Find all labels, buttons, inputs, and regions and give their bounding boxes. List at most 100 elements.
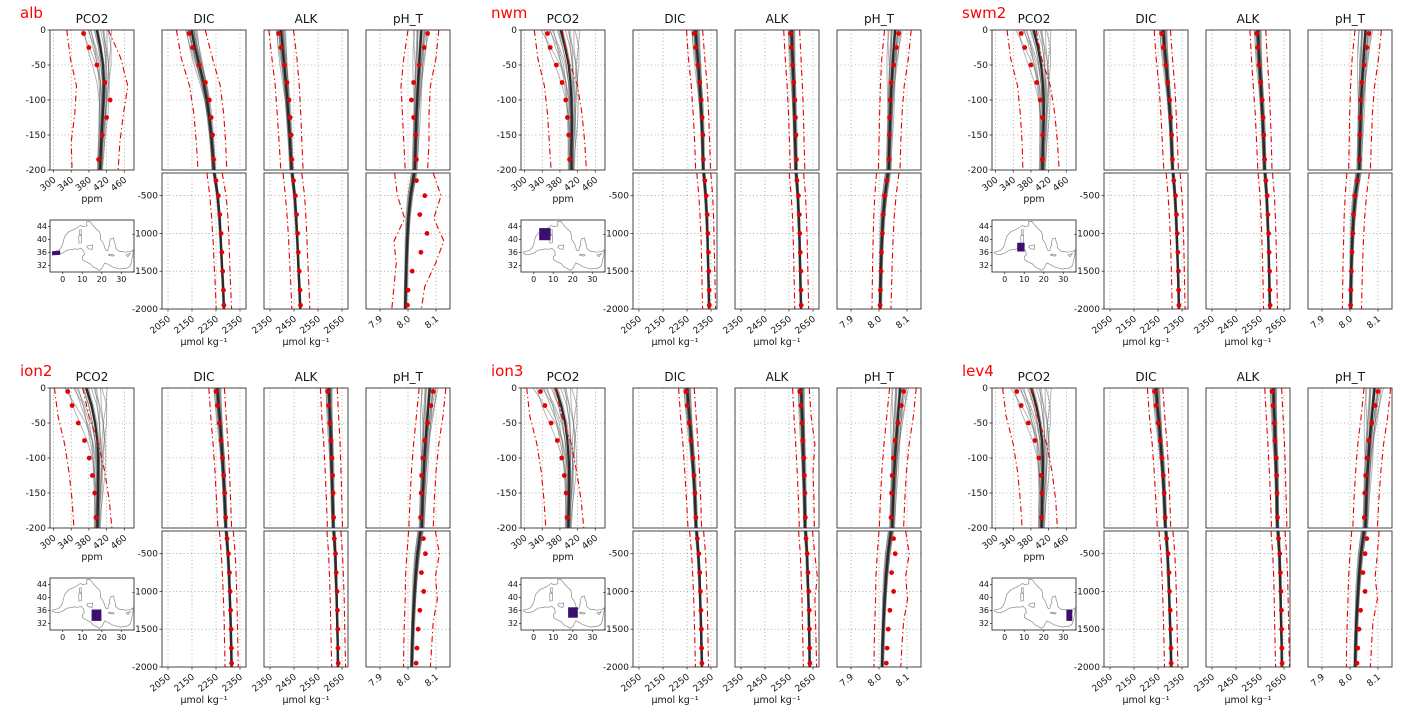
svg-text:7.9: 7.9 xyxy=(838,314,856,331)
obs-upper-bound xyxy=(1031,388,1058,528)
obs-lower-bound xyxy=(1341,173,1348,309)
svg-text:-200: -200 xyxy=(26,166,47,176)
svg-text:ppm: ppm xyxy=(1023,552,1044,563)
gridlines xyxy=(1206,29,1290,171)
obs-points xyxy=(794,178,804,308)
obs-lower-bound xyxy=(208,388,219,528)
svg-text:-2000: -2000 xyxy=(1074,663,1100,673)
ensemble-mean-line xyxy=(559,30,573,170)
profile-plot-swm2-ph-shallow xyxy=(1307,29,1393,171)
obs-lower-bound xyxy=(878,388,891,528)
obs-points xyxy=(418,389,436,520)
gridlines xyxy=(162,29,246,171)
svg-text:340: 340 xyxy=(56,175,76,194)
svg-text:0: 0 xyxy=(531,633,536,642)
region-panel-nwm: nwm PCO2 0 -50 -100 -150 -200 300 340 380 420 460 p… xyxy=(487,4,937,354)
profile-plot-nwm-dic-shallow xyxy=(632,29,718,171)
svg-text:36: 36 xyxy=(508,606,518,615)
profile-plot-ion2-dic-shallow xyxy=(161,387,247,529)
obs-upper-bound xyxy=(1369,531,1380,667)
profile-plot-swm2-dic-shallow xyxy=(1103,29,1189,171)
obs-lower-bound xyxy=(1352,388,1365,528)
svg-text:2350: 2350 xyxy=(221,314,245,336)
obs-points xyxy=(276,31,295,162)
svg-text:µmol kg⁻¹: µmol kg⁻¹ xyxy=(282,337,329,348)
gridlines xyxy=(837,531,921,668)
obs-points xyxy=(1171,178,1182,308)
profile-plot-ion2-ph-deep: 7.9 8.0 8.1 xyxy=(365,530,451,689)
ensemble-mean-line xyxy=(1353,531,1366,667)
variable-title: DIC xyxy=(193,12,214,26)
variable-title: pH_T xyxy=(1335,12,1366,26)
svg-text:2050: 2050 xyxy=(149,314,173,336)
region-plots-svg: PCO20-50-100-150-200300340380420460ppmDI… xyxy=(497,12,922,348)
svg-text:32: 32 xyxy=(37,261,47,270)
svg-text:420: 420 xyxy=(1034,533,1054,552)
map-inset-ion3: 44 40 36 32 0 10 20 30 xyxy=(508,577,606,642)
variable-title: pH_T xyxy=(393,12,424,26)
obs-upper-bound xyxy=(554,388,585,528)
svg-text:2350: 2350 xyxy=(1163,672,1187,694)
obs-lower-bound xyxy=(402,531,410,667)
obs-lower-bound xyxy=(319,388,328,528)
svg-text:380: 380 xyxy=(1016,175,1036,194)
variable-title: pH_T xyxy=(864,370,895,384)
obs-lower-bound xyxy=(678,388,689,528)
svg-text:-1500: -1500 xyxy=(1074,625,1100,635)
svg-text:2650: 2650 xyxy=(1265,314,1289,336)
svg-text:2250: 2250 xyxy=(668,314,692,336)
svg-text:2350: 2350 xyxy=(722,314,746,336)
variable-title: DIC xyxy=(193,370,214,384)
svg-text:30: 30 xyxy=(116,633,126,642)
gridlines xyxy=(837,387,921,529)
obs-upper-bound xyxy=(811,531,818,667)
svg-text:460: 460 xyxy=(109,533,129,552)
svg-text:µmol kg⁻¹: µmol kg⁻¹ xyxy=(282,695,329,706)
obs-upper-bound xyxy=(703,531,710,667)
obs-lower-bound xyxy=(268,30,282,170)
svg-text:µmol kg⁻¹: µmol kg⁻¹ xyxy=(180,695,227,706)
region-label: ion3 xyxy=(491,362,524,380)
profile-plot-swm2-alk-shallow xyxy=(1205,29,1291,171)
ensemble-mean-line xyxy=(404,173,416,309)
svg-text:36: 36 xyxy=(979,248,989,257)
map-inset-swm2: 44 40 36 32 0 10 20 30 xyxy=(979,219,1077,284)
obs-upper-bound xyxy=(1169,30,1179,170)
obs-points xyxy=(186,31,217,162)
obs-points xyxy=(702,178,712,308)
obs-lower-bound xyxy=(533,30,552,170)
svg-text:8.0: 8.0 xyxy=(1337,314,1355,331)
svg-text:0: 0 xyxy=(1002,633,1007,642)
obs-lower-bound xyxy=(526,388,547,528)
obs-upper-bound xyxy=(82,388,113,528)
obs-points xyxy=(413,536,428,666)
svg-text:340: 340 xyxy=(527,175,547,194)
svg-text:-150: -150 xyxy=(497,131,518,141)
profile-plot-alb-ph-deep: 7.9 8.0 8.1 xyxy=(365,172,451,331)
obs-lower-bound xyxy=(1153,30,1165,170)
gridlines xyxy=(50,29,134,171)
svg-text:0: 0 xyxy=(1002,275,1007,284)
svg-text:10: 10 xyxy=(1019,275,1029,284)
variable-title: ALK xyxy=(1237,12,1261,26)
profile-plot-alb-dic-shallow xyxy=(161,29,247,171)
svg-text:µmol kg⁻¹: µmol kg⁻¹ xyxy=(753,695,800,706)
svg-text:44: 44 xyxy=(508,580,518,589)
svg-text:-50: -50 xyxy=(973,61,988,71)
svg-text:2550: 2550 xyxy=(770,314,794,336)
svg-text:-100: -100 xyxy=(968,96,989,106)
svg-text:460: 460 xyxy=(580,533,600,552)
svg-text:420: 420 xyxy=(92,533,112,552)
svg-text:32: 32 xyxy=(508,619,518,628)
svg-text:-100: -100 xyxy=(26,454,47,464)
gridlines xyxy=(1104,387,1188,529)
region-panel-lev4: lev4 PCO2 0 -50 -100 -150 -200 300 340 380 420 460… xyxy=(958,362,1408,712)
svg-text:300: 300 xyxy=(981,175,1001,194)
svg-text:2050: 2050 xyxy=(1091,314,1115,336)
obs-lower-bound xyxy=(788,173,796,309)
